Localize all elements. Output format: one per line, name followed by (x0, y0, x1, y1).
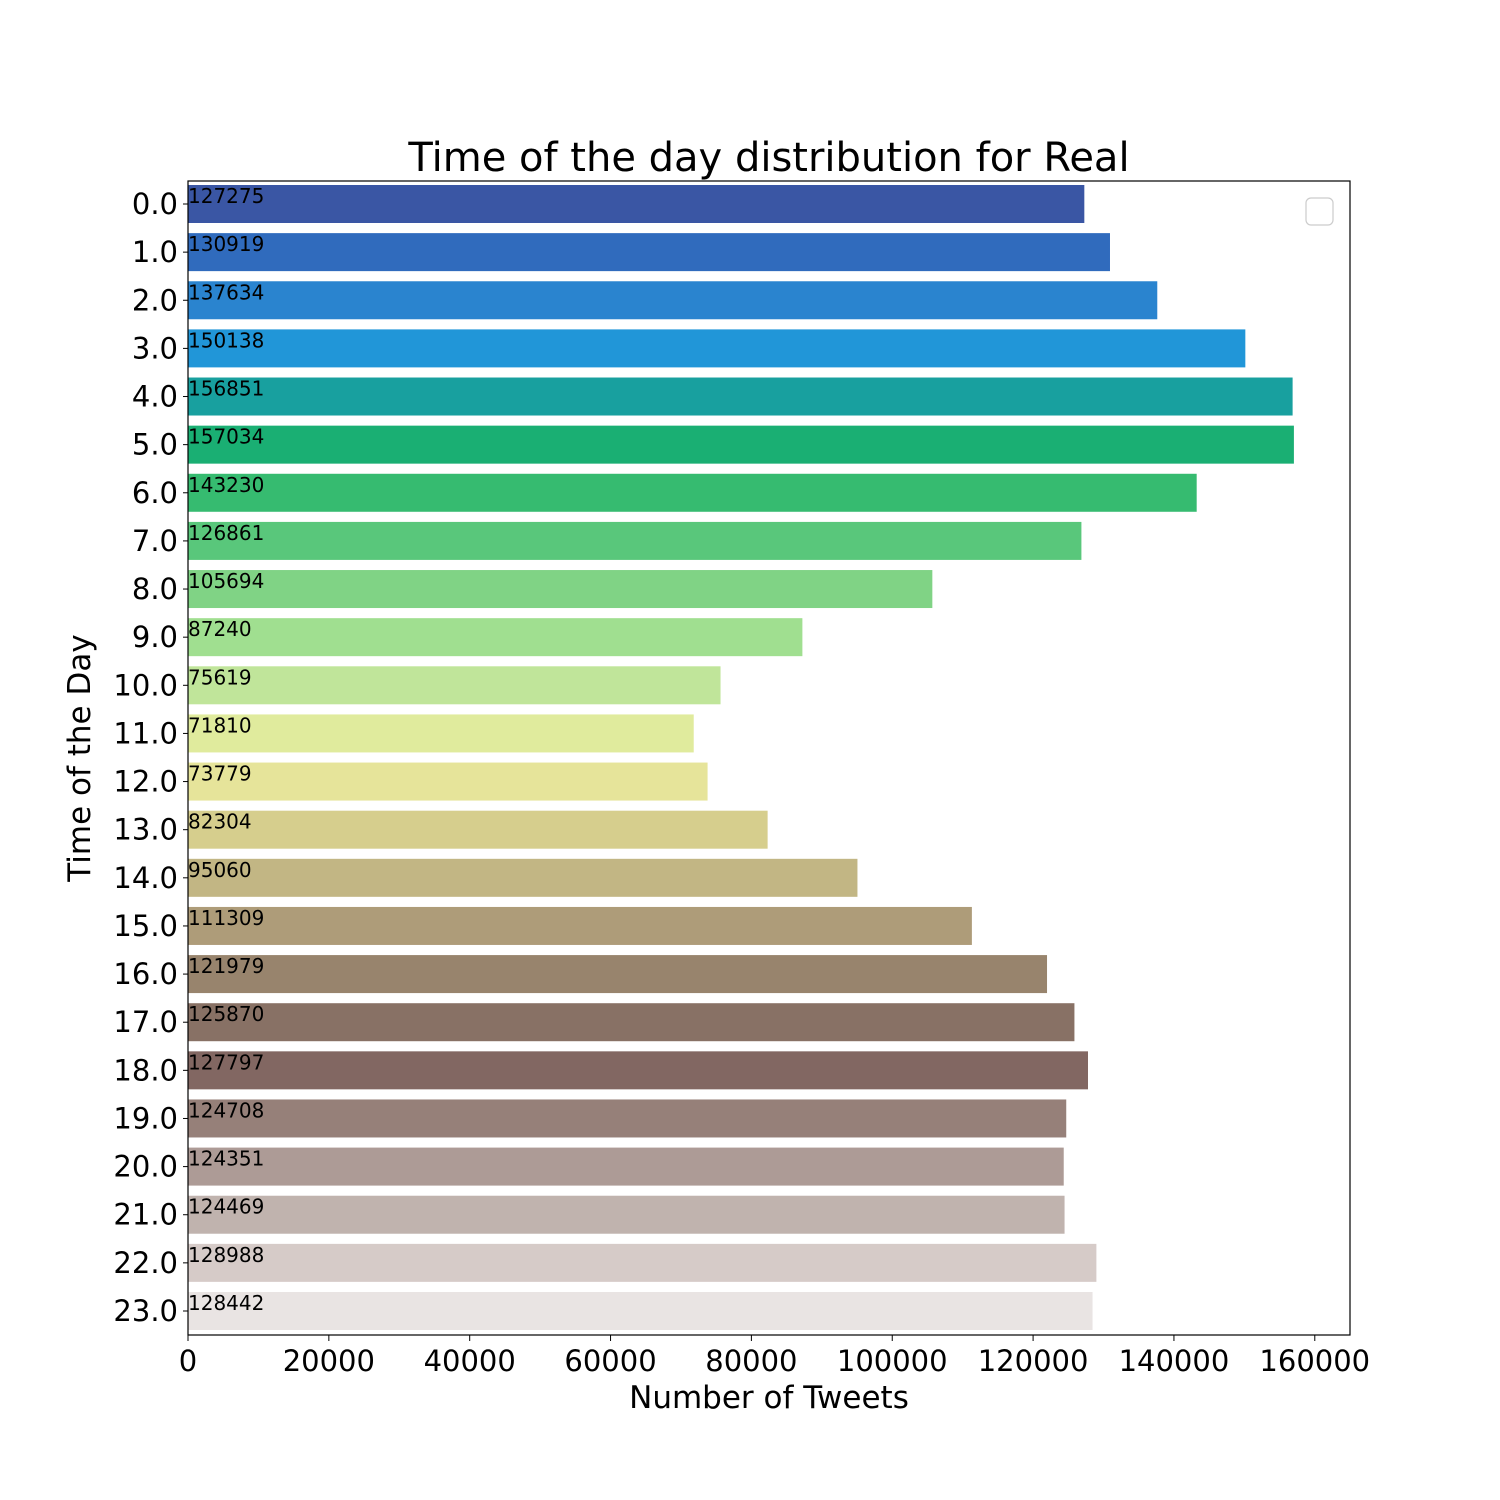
bar-16.0 (188, 955, 1048, 994)
y-tick-label: 22.0 (113, 1246, 178, 1280)
y-tick-label: 17.0 (113, 1005, 178, 1039)
y-tick-label: 16.0 (113, 957, 178, 991)
data-labels-group: 127275 130919 137634 150138 156851 157034 1432… (188, 184, 264, 1315)
data-label-11.0: 71810 (188, 713, 252, 737)
bar-23.0 (188, 1291, 1093, 1330)
bar-2.0 (188, 281, 1158, 320)
bar-18.0 (188, 1051, 1089, 1090)
y-tick-label: 2.0 (132, 283, 178, 317)
data-label-8.0: 105694 (188, 569, 264, 593)
data-label-23.0: 128442 (188, 1291, 264, 1315)
bar-22.0 (188, 1243, 1097, 1282)
y-tick-label: 7.0 (132, 524, 178, 558)
data-label-2.0: 137634 (188, 280, 264, 304)
y-tick-label: 8.0 (132, 572, 178, 606)
bar-3.0 (188, 329, 1246, 368)
y-tick-label: 5.0 (132, 428, 178, 462)
y-tick-label: 9.0 (132, 620, 178, 654)
x-tick-label: 80000 (705, 1344, 797, 1378)
y-tick-label: 23.0 (113, 1294, 178, 1328)
y-tick-label: 19.0 (113, 1101, 178, 1135)
x-tick-label: 20000 (283, 1344, 375, 1378)
x-axis-label: Number of Tweets (629, 1380, 909, 1416)
bar-17.0 (188, 1003, 1075, 1042)
bar-7.0 (188, 521, 1082, 560)
x-tick-label: 140000 (1119, 1344, 1230, 1378)
bar-13.0 (188, 810, 768, 849)
bar-4.0 (188, 377, 1293, 416)
data-label-16.0: 121979 (188, 954, 264, 978)
y-tick-label: 3.0 (132, 331, 178, 365)
x-tick-label: 100000 (837, 1344, 948, 1378)
data-label-4.0: 156851 (188, 377, 264, 401)
bars-group (188, 185, 1294, 1330)
y-tick-label: 18.0 (113, 1053, 178, 1087)
x-axis-ticks: 0 20000 40000 60000 80000 100000 120000 140000 1… (179, 1335, 1370, 1378)
y-axis-label: Time of the Day (62, 634, 98, 882)
bar-1.0 (188, 233, 1110, 272)
data-label-6.0: 143230 (188, 473, 264, 497)
bar-8.0 (188, 570, 933, 609)
legend-box (1305, 197, 1334, 226)
x-tick-label: 120000 (978, 1344, 1089, 1378)
data-label-5.0: 157034 (188, 425, 264, 449)
bar-15.0 (188, 906, 972, 945)
bar-20.0 (188, 1147, 1064, 1186)
data-label-20.0: 124351 (188, 1147, 264, 1171)
x-tick-label: 60000 (564, 1344, 656, 1378)
y-tick-label: 1.0 (132, 235, 178, 269)
bar-10.0 (188, 666, 721, 705)
bar-14.0 (188, 858, 858, 897)
bar-5.0 (188, 425, 1294, 464)
data-label-7.0: 126861 (188, 521, 264, 545)
bar-9.0 (188, 618, 803, 657)
bar-0.0 (188, 185, 1085, 223)
y-tick-label: 6.0 (132, 476, 178, 510)
data-label-14.0: 95060 (188, 858, 252, 882)
y-tick-label: 0.0 (132, 187, 178, 221)
y-tick-label: 20.0 (113, 1150, 178, 1184)
data-label-1.0: 130919 (188, 232, 264, 256)
data-label-10.0: 75619 (188, 665, 252, 689)
y-tick-label: 12.0 (113, 765, 178, 799)
chart-title: Time of the day distribution for Real (407, 135, 1129, 181)
y-tick-label: 4.0 (132, 380, 178, 414)
data-label-17.0: 125870 (188, 1002, 264, 1026)
y-tick-label: 10.0 (113, 668, 178, 702)
bar-21.0 (188, 1195, 1065, 1234)
data-label-9.0: 87240 (188, 617, 252, 641)
data-label-12.0: 73779 (188, 762, 252, 786)
y-axis-ticks: 0.0 1.0 2.0 3.0 4.0 5.0 6.0 7.0 8.0 9.0 10.0 11.0 12… (113, 187, 188, 1328)
y-tick-label: 14.0 (113, 861, 178, 895)
y-tick-label: 11.0 (113, 716, 178, 750)
x-tick-label: 0 (179, 1344, 197, 1378)
bar-6.0 (188, 473, 1197, 512)
data-label-19.0: 124708 (188, 1098, 264, 1122)
plot-frame (187, 180, 1351, 1336)
data-label-0.0: 127275 (188, 184, 264, 208)
bar-12.0 (188, 762, 708, 801)
bar-19.0 (188, 1099, 1067, 1138)
data-label-13.0: 82304 (188, 810, 252, 834)
y-tick-label: 21.0 (113, 1198, 178, 1232)
data-label-3.0: 150138 (188, 328, 264, 352)
data-label-22.0: 128988 (188, 1243, 264, 1267)
x-tick-label: 40000 (424, 1344, 516, 1378)
y-tick-label: 15.0 (113, 909, 178, 943)
data-label-15.0: 111309 (188, 906, 264, 930)
data-label-21.0: 124469 (188, 1195, 264, 1219)
y-tick-label: 13.0 (113, 813, 178, 847)
bar-11.0 (188, 714, 694, 753)
data-label-18.0: 127797 (188, 1050, 264, 1074)
x-tick-label: 160000 (1259, 1344, 1370, 1378)
